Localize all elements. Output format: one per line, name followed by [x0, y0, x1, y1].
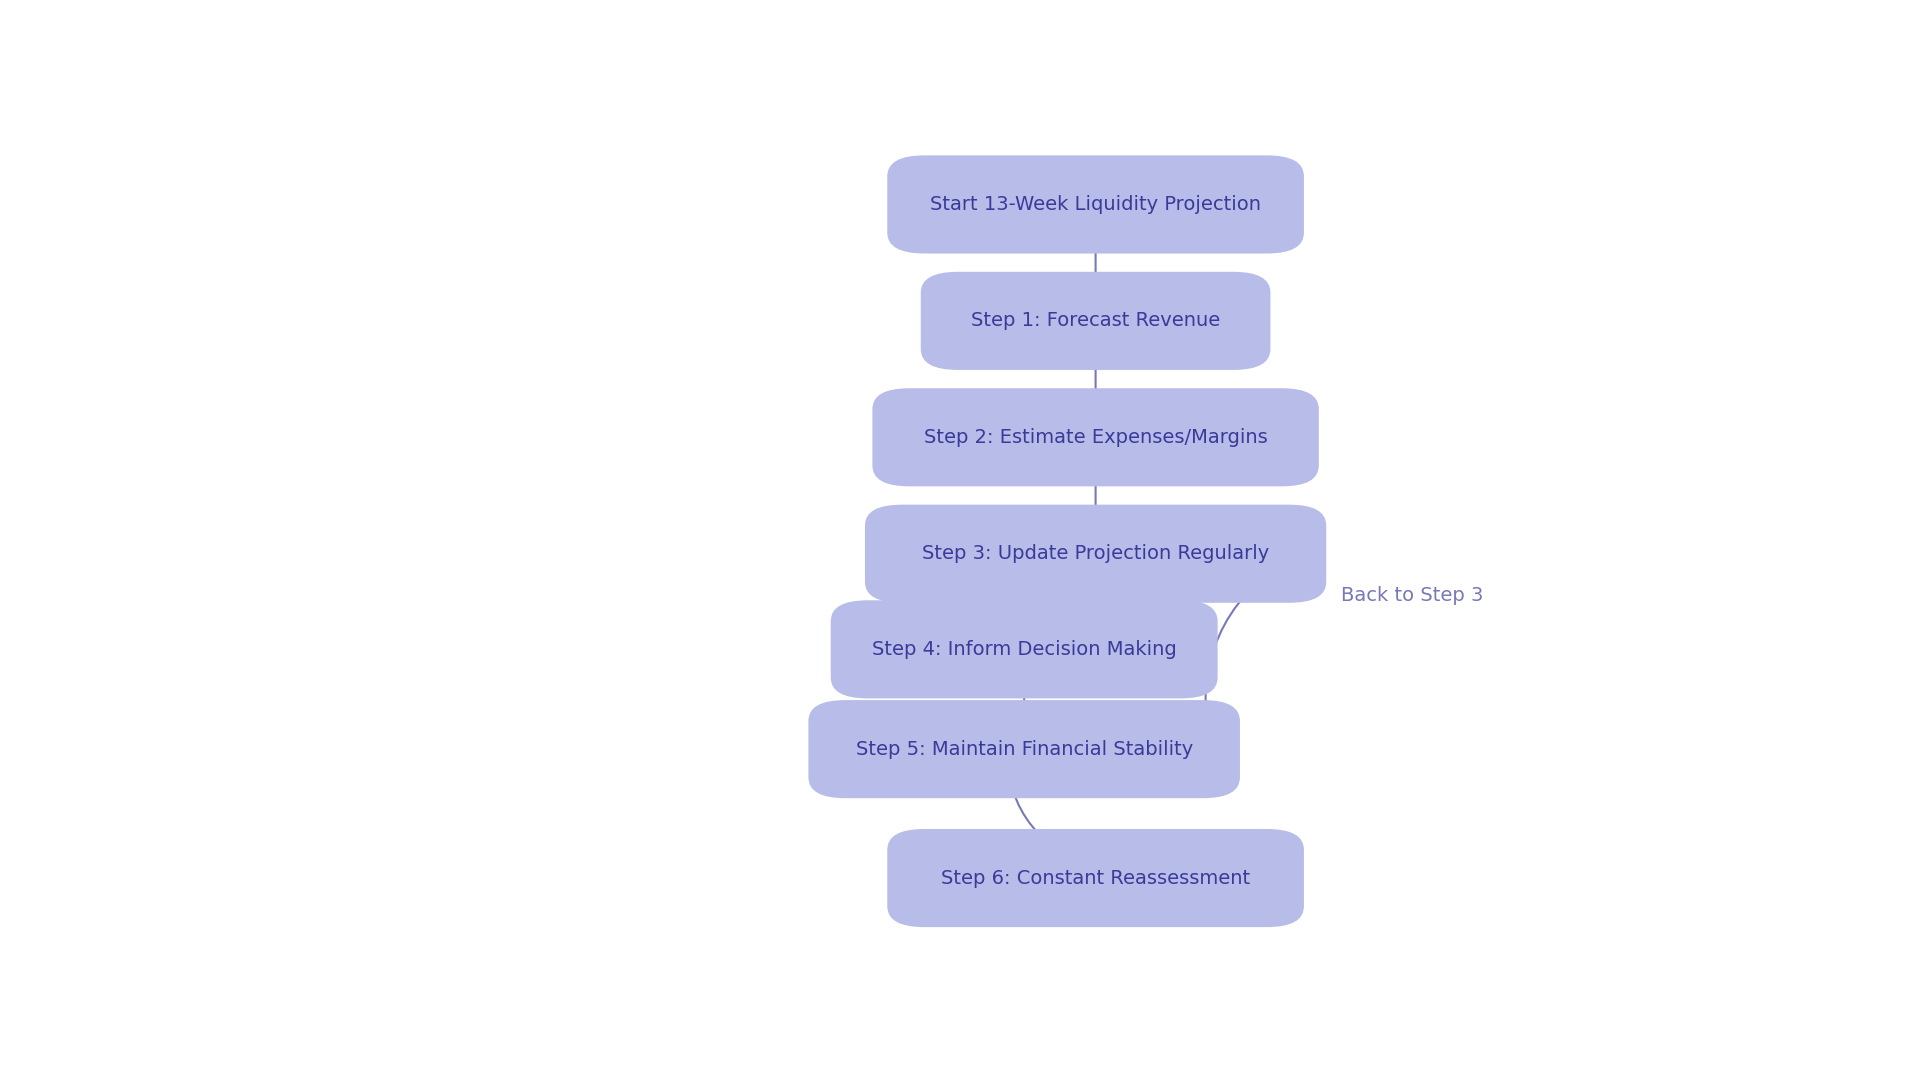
Text: Step 4: Inform Decision Making: Step 4: Inform Decision Making	[872, 639, 1177, 659]
FancyBboxPatch shape	[887, 829, 1304, 927]
FancyBboxPatch shape	[864, 504, 1327, 603]
FancyBboxPatch shape	[808, 700, 1240, 798]
FancyBboxPatch shape	[922, 272, 1271, 370]
Text: Start 13-Week Liquidity Projection: Start 13-Week Liquidity Projection	[929, 195, 1261, 214]
Text: Step 5: Maintain Financial Stability: Step 5: Maintain Financial Stability	[856, 740, 1192, 758]
Text: Step 3: Update Projection Regularly: Step 3: Update Projection Regularly	[922, 544, 1269, 563]
Text: Step 6: Constant Reassessment: Step 6: Constant Reassessment	[941, 868, 1250, 888]
Text: Back to Step 3: Back to Step 3	[1340, 585, 1484, 605]
Text: Step 1: Forecast Revenue: Step 1: Forecast Revenue	[972, 311, 1221, 330]
FancyBboxPatch shape	[887, 156, 1304, 254]
FancyBboxPatch shape	[872, 388, 1319, 486]
Text: Step 2: Estimate Expenses/Margins: Step 2: Estimate Expenses/Margins	[924, 428, 1267, 447]
FancyBboxPatch shape	[831, 600, 1217, 699]
